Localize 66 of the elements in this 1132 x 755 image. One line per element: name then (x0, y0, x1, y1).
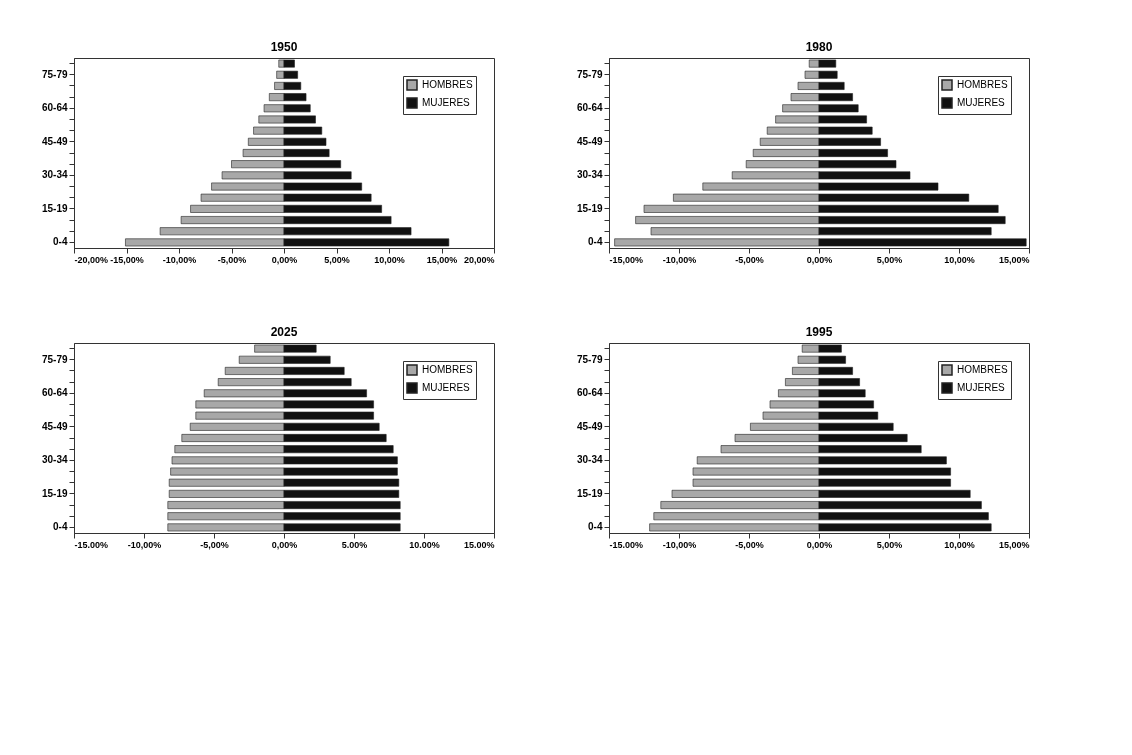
y-tick-label: 0-4 (53, 236, 68, 248)
y-tick-label: 60-64 (41, 102, 68, 114)
y-tick-label: 30-34 (576, 169, 603, 181)
x-tick-label: 5,00% (324, 254, 350, 265)
x-tick-label: 15,00% (998, 539, 1030, 550)
x-tick-label: 15,00% (998, 254, 1030, 265)
legend-label: HOMBRES (422, 79, 473, 90)
legend-label: MUJERES (422, 97, 471, 108)
y-tick-label: 30-34 (41, 169, 68, 181)
x-tick-label: -20,00% (74, 254, 109, 265)
x-tick-label: 0,00% (806, 539, 833, 550)
y-tick-label: 15-19 (576, 487, 603, 499)
legend-label: HOMBRES (957, 364, 1008, 375)
x-tick-label: -15.00% (609, 539, 644, 550)
x-tick-label: -15,00% (110, 254, 144, 265)
y-tick-label: 75-79 (41, 353, 68, 365)
legend-label: HOMBRES (957, 79, 1008, 90)
y-tick-label: 60-64 (41, 387, 68, 399)
y-tick-label: 15-19 (576, 202, 603, 214)
y-tick-label: 75-79 (576, 68, 603, 80)
chart-title: 1995 (805, 325, 833, 339)
x-tick-label: 10,00% (944, 539, 975, 550)
x-tick-label: 0,00% (271, 539, 298, 550)
y-tick-label: 45-49 (41, 420, 68, 432)
x-tick-label: 15,00% (426, 254, 458, 265)
x-tick-label: 0,00% (271, 254, 298, 265)
y-tick-label: 75-79 (576, 353, 603, 365)
x-tick-label: -5,00% (735, 539, 764, 550)
legend-label: MUJERES (957, 97, 1006, 108)
x-tick-label: -10,00% (662, 539, 697, 550)
chart-title: 1980 (805, 40, 833, 54)
x-tick-label: 5.00% (341, 539, 368, 550)
chart-title: 1950 (270, 40, 298, 54)
legend-label: HOMBRES (422, 364, 473, 375)
x-tick-label: -10,00% (162, 254, 197, 265)
x-tick-label: 10,00% (944, 254, 975, 265)
legend-label: MUJERES (422, 382, 471, 393)
x-tick-label: 5,00% (876, 539, 903, 550)
x-tick-label: -10,00% (662, 254, 697, 265)
y-tick-label: 45-49 (41, 135, 68, 147)
x-tick-label: -5,00% (735, 254, 764, 265)
x-tick-label: -15,00% (609, 254, 644, 265)
x-tick-label: -15.00% (74, 539, 109, 550)
y-tick-label: 60-64 (576, 387, 603, 399)
y-tick-label: 0-4 (588, 521, 603, 533)
y-tick-label: 45-49 (576, 135, 603, 147)
y-tick-label: 15-19 (41, 202, 68, 214)
x-tick-label: 20,00% (463, 254, 495, 265)
x-tick-label: 5,00% (876, 254, 903, 265)
y-tick-label: 0-4 (588, 236, 603, 248)
x-tick-label: -5,00% (217, 254, 247, 265)
x-tick-label: -5,00% (200, 539, 229, 550)
legend-label: MUJERES (957, 382, 1006, 393)
x-tick-label: 0,00% (806, 254, 833, 265)
y-tick-label: 30-34 (576, 454, 603, 466)
y-tick-label: 45-49 (576, 420, 603, 432)
y-tick-label: 15-19 (41, 487, 68, 499)
chart-title: 2025 (270, 325, 298, 339)
x-tick-label: -10,00% (127, 539, 162, 550)
x-tick-label: 15.00% (463, 539, 495, 550)
x-tick-label: 10,00% (374, 254, 405, 265)
y-tick-label: 60-64 (576, 102, 603, 114)
y-tick-label: 0-4 (53, 521, 68, 533)
x-tick-label: 10.00% (409, 539, 440, 550)
y-tick-label: 30-34 (41, 454, 68, 466)
y-tick-label: 75-79 (41, 68, 68, 80)
